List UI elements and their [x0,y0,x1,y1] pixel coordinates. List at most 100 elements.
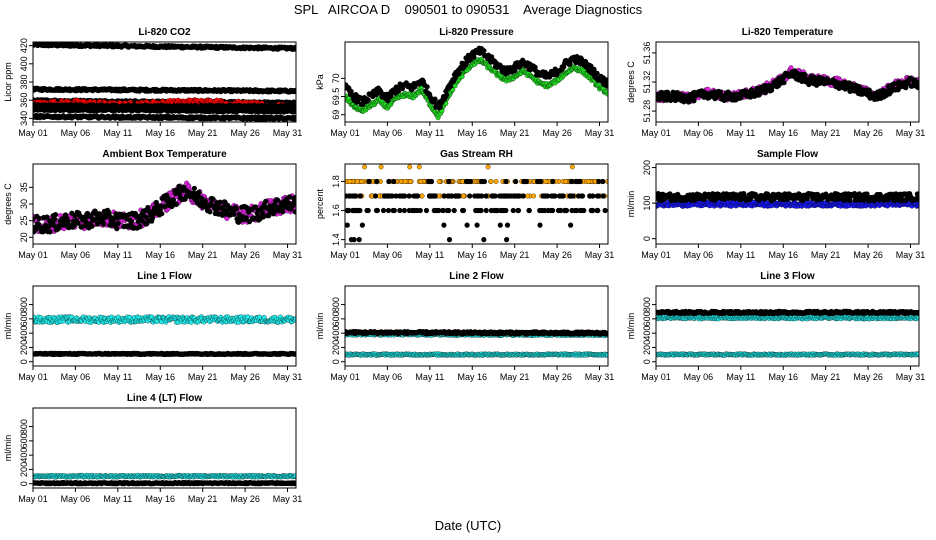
series-band-370 [33,85,296,95]
series-black [656,68,919,105]
data-point [526,207,532,214]
data-point [446,237,453,243]
data-point [407,164,413,170]
data-point [366,178,372,185]
series-band-341 [33,112,296,122]
data-point [467,193,473,199]
data-point [460,207,467,214]
data-point [397,207,403,214]
x-tick-label: May 21 [188,128,218,138]
y-tick-label: 30 [19,199,29,209]
data-point [385,97,391,104]
x-tick-label: May 01 [18,250,48,260]
y-axis-label: Licor ppm [3,62,13,102]
data-point [347,179,353,184]
data-point [474,222,480,228]
data-point [513,178,519,185]
data-point [569,207,575,214]
series-group [345,164,608,243]
data-point [563,179,569,184]
data-point [207,209,213,215]
data-point [159,211,165,217]
data-point [348,237,355,243]
data-point [436,179,442,184]
data-point [538,178,544,185]
series-group [656,65,919,105]
data-point [481,237,487,243]
data-point [555,207,562,214]
data-point [603,77,608,83]
data-point [115,220,121,226]
y-tick-label: 380 [19,74,29,89]
data-point [233,206,239,212]
x-tick-label: May 26 [230,128,260,138]
data-point [145,205,151,211]
data-point [441,193,447,199]
data-point [345,222,350,228]
data-point [426,178,432,185]
data-point [451,207,457,214]
data-point [781,80,787,86]
data-point [210,196,216,202]
y-axis-label: kPa [315,74,325,90]
y-tick-label: 35 [19,182,29,192]
data-point [89,223,95,229]
data-point [406,193,412,199]
y-tick-label: 25 [19,216,29,226]
data-point [595,207,601,214]
data-point [385,207,392,214]
data-point [416,164,422,170]
data-point [602,207,608,214]
data-point [263,198,269,204]
data-point [448,193,455,199]
data-point [390,207,396,214]
x-tick-label: May 16 [146,128,176,138]
panel-frame [344,41,609,123]
data-point [409,207,416,214]
data-point [391,178,397,185]
data-point [504,237,510,243]
data-point [434,207,440,214]
data-point [510,207,516,214]
data-point [600,193,606,199]
x-tick-label: May 06 [61,128,91,138]
series-black [33,183,296,235]
y-tick-label: 51.32 [642,71,652,94]
data-point [600,178,606,185]
data-point [537,222,543,228]
data-point [432,96,438,102]
y-tick-label: 69.5 [331,88,341,106]
data-point [724,96,731,102]
data-point [418,179,424,184]
data-point [359,222,366,228]
data-point [293,46,296,52]
x-tick-label: May 31 [896,128,926,138]
data-point [587,193,593,199]
data-point [537,207,543,214]
data-point [548,207,554,214]
data-point [75,220,81,226]
data-point [36,215,42,221]
data-point [231,211,237,217]
data-point [520,193,526,199]
data-point [498,193,504,199]
data-point [468,178,474,185]
panel-title: Ambient Box Temperature [102,149,227,160]
data-point [398,193,404,199]
x-tick-label: May 06 [373,128,403,138]
data-point [605,82,608,88]
series-black [345,45,608,111]
data-point [372,193,379,199]
data-point [401,207,408,214]
y-tick-label: 340 [19,111,29,126]
data-point [173,201,180,207]
data-point [575,178,582,185]
data-point [481,178,488,185]
series-green [345,56,608,121]
data-point [476,193,482,199]
x-tick-label: May 31 [585,128,615,138]
data-point [446,178,452,185]
